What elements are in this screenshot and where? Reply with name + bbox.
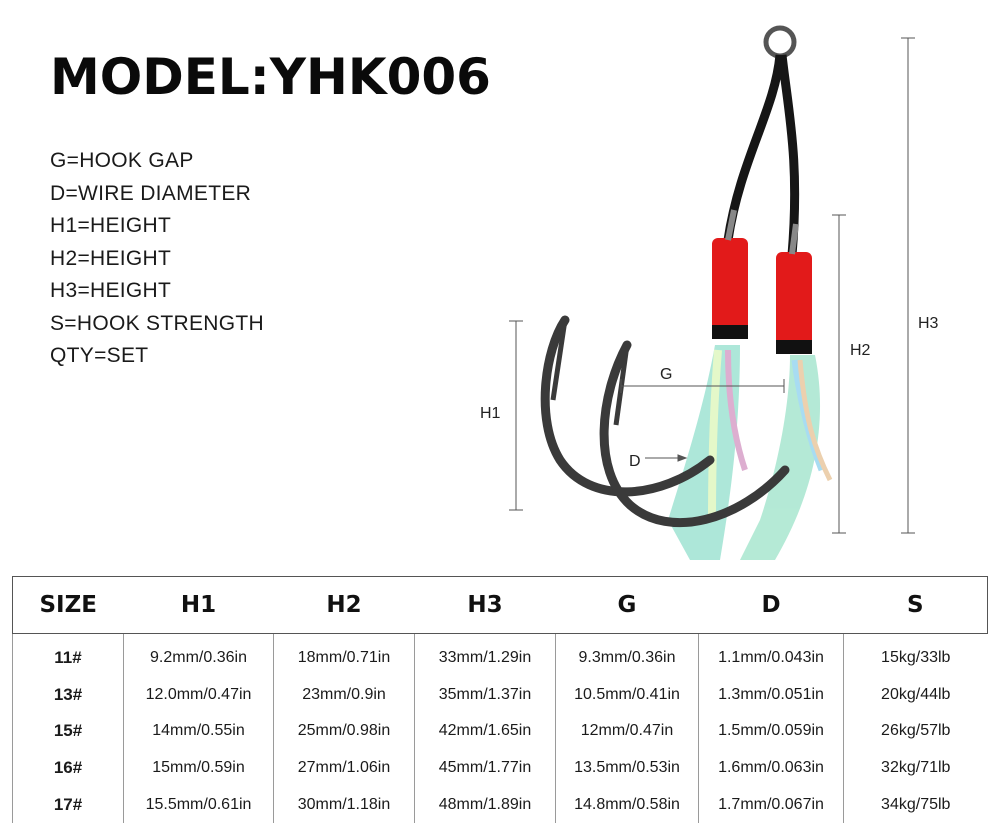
cell-size: 17# xyxy=(12,786,124,823)
legend-item-g: G=HOOK GAP xyxy=(50,149,194,172)
cell-h2: 23mm/0.9in xyxy=(273,676,415,714)
cell-s: 32kg/71lb xyxy=(843,749,988,787)
cell-h3: 45mm/1.77in xyxy=(414,749,556,787)
dimension-h3 xyxy=(901,37,915,534)
legend-item-s: S=HOOK STRENGTH xyxy=(50,311,264,335)
legend-item-h3: H3=HEIGHT xyxy=(50,279,172,302)
model-title: MODEL:YHK006 xyxy=(50,48,491,106)
cell-g: 12mm/0.47in xyxy=(555,713,699,750)
split-ring xyxy=(763,25,797,59)
dimension-legend: G=HOOK GAP D=WIRE DIAMETER H1=HEIGHT H2=… xyxy=(50,145,264,373)
label-h2: H2 xyxy=(850,342,871,359)
legend-item-d: D=WIRE DIAMETER xyxy=(50,181,252,205)
hook-diagram: H1 H2 H3 G D xyxy=(480,25,939,560)
header-h2: H2 xyxy=(273,576,415,634)
thread-wrap-right xyxy=(776,252,812,350)
cell-s: 26kg/57lb xyxy=(843,713,988,750)
cell-h2: 30mm/1.18in xyxy=(273,786,415,823)
legend-item-h1: H1=HEIGHT xyxy=(50,214,172,237)
label-h1: H1 xyxy=(480,405,501,422)
dimension-h1 xyxy=(509,320,523,511)
cell-size: 16# xyxy=(12,749,124,787)
cell-h1: 15mm/0.59in xyxy=(123,749,274,787)
cell-h3: 35mm/1.37in xyxy=(414,676,556,714)
hook-left xyxy=(540,315,715,497)
table-row: 13# 12.0mm/0.47in 23mm/0.9in 35mm/1.37in… xyxy=(12,676,988,714)
hook-right xyxy=(599,340,790,528)
cell-d: 1.7mm/0.067in xyxy=(698,786,844,823)
cell-g: 10.5mm/0.41in xyxy=(555,676,699,714)
cell-d: 1.5mm/0.059in xyxy=(698,713,844,750)
cell-h2: 18mm/0.71in xyxy=(273,633,415,677)
label-g: G xyxy=(660,366,672,383)
header-d: D xyxy=(698,576,844,634)
label-d: D xyxy=(629,453,641,470)
assist-cord xyxy=(723,54,800,256)
table-row: 15# 14mm/0.55in 25mm/0.98in 42mm/1.65in … xyxy=(12,713,988,750)
cell-g: 9.3mm/0.36in xyxy=(555,633,699,677)
cell-h1: 15.5mm/0.61in xyxy=(123,786,274,823)
cell-h1: 12.0mm/0.47in xyxy=(123,676,274,714)
size-spec-table: SIZE H1 H2 H3 G D S 11# 9.2mm/0.36in 18m… xyxy=(12,576,988,823)
header-h3: H3 xyxy=(414,576,556,634)
legend-item-qty: QTY=SET xyxy=(50,344,149,367)
cell-h1: 14mm/0.55in xyxy=(123,713,274,750)
header-size: SIZE xyxy=(12,576,124,634)
hook-skirt-right xyxy=(740,355,833,560)
cell-h3: 48mm/1.89in xyxy=(414,786,556,823)
cell-d: 1.3mm/0.051in xyxy=(698,676,844,714)
cell-s: 34kg/75lb xyxy=(843,786,988,823)
header-s: S xyxy=(843,576,988,634)
cell-s: 15kg/33lb xyxy=(843,633,988,677)
table-row: 11# 9.2mm/0.36in 18mm/0.71in 33mm/1.29in… xyxy=(12,633,988,677)
table-header-row: SIZE H1 H2 H3 G D S xyxy=(12,576,988,634)
label-h3: H3 xyxy=(918,315,939,332)
dimension-h2 xyxy=(832,214,846,534)
header-g: G xyxy=(555,576,699,634)
cell-h3: 42mm/1.65in xyxy=(414,713,556,750)
table-row: 16# 15mm/0.59in 27mm/1.06in 45mm/1.77in … xyxy=(12,749,988,787)
table-row: 17# 15.5mm/0.61in 30mm/1.18in 48mm/1.89i… xyxy=(12,786,988,823)
cell-size: 13# xyxy=(12,676,124,714)
cell-g: 14.8mm/0.58in xyxy=(555,786,699,823)
dimension-d xyxy=(645,454,688,462)
cell-s: 20kg/44lb xyxy=(843,676,988,714)
cell-h1: 9.2mm/0.36in xyxy=(123,633,274,677)
cell-size: 11# xyxy=(12,633,124,677)
cell-h2: 25mm/0.98in xyxy=(273,713,415,750)
cell-g: 13.5mm/0.53in xyxy=(555,749,699,787)
cell-size: 15# xyxy=(12,713,124,750)
dimension-g xyxy=(620,379,785,393)
cell-d: 1.6mm/0.063in xyxy=(698,749,844,787)
legend-item-h2: H2=HEIGHT xyxy=(50,246,172,270)
header-h1: H1 xyxy=(123,576,274,634)
cell-h3: 33mm/1.29in xyxy=(414,633,556,677)
hook-skirt-left xyxy=(668,345,748,560)
cell-h2: 27mm/1.06in xyxy=(273,749,415,787)
cell-d: 1.1mm/0.043in xyxy=(698,633,844,677)
thread-wrap-left xyxy=(712,238,748,336)
